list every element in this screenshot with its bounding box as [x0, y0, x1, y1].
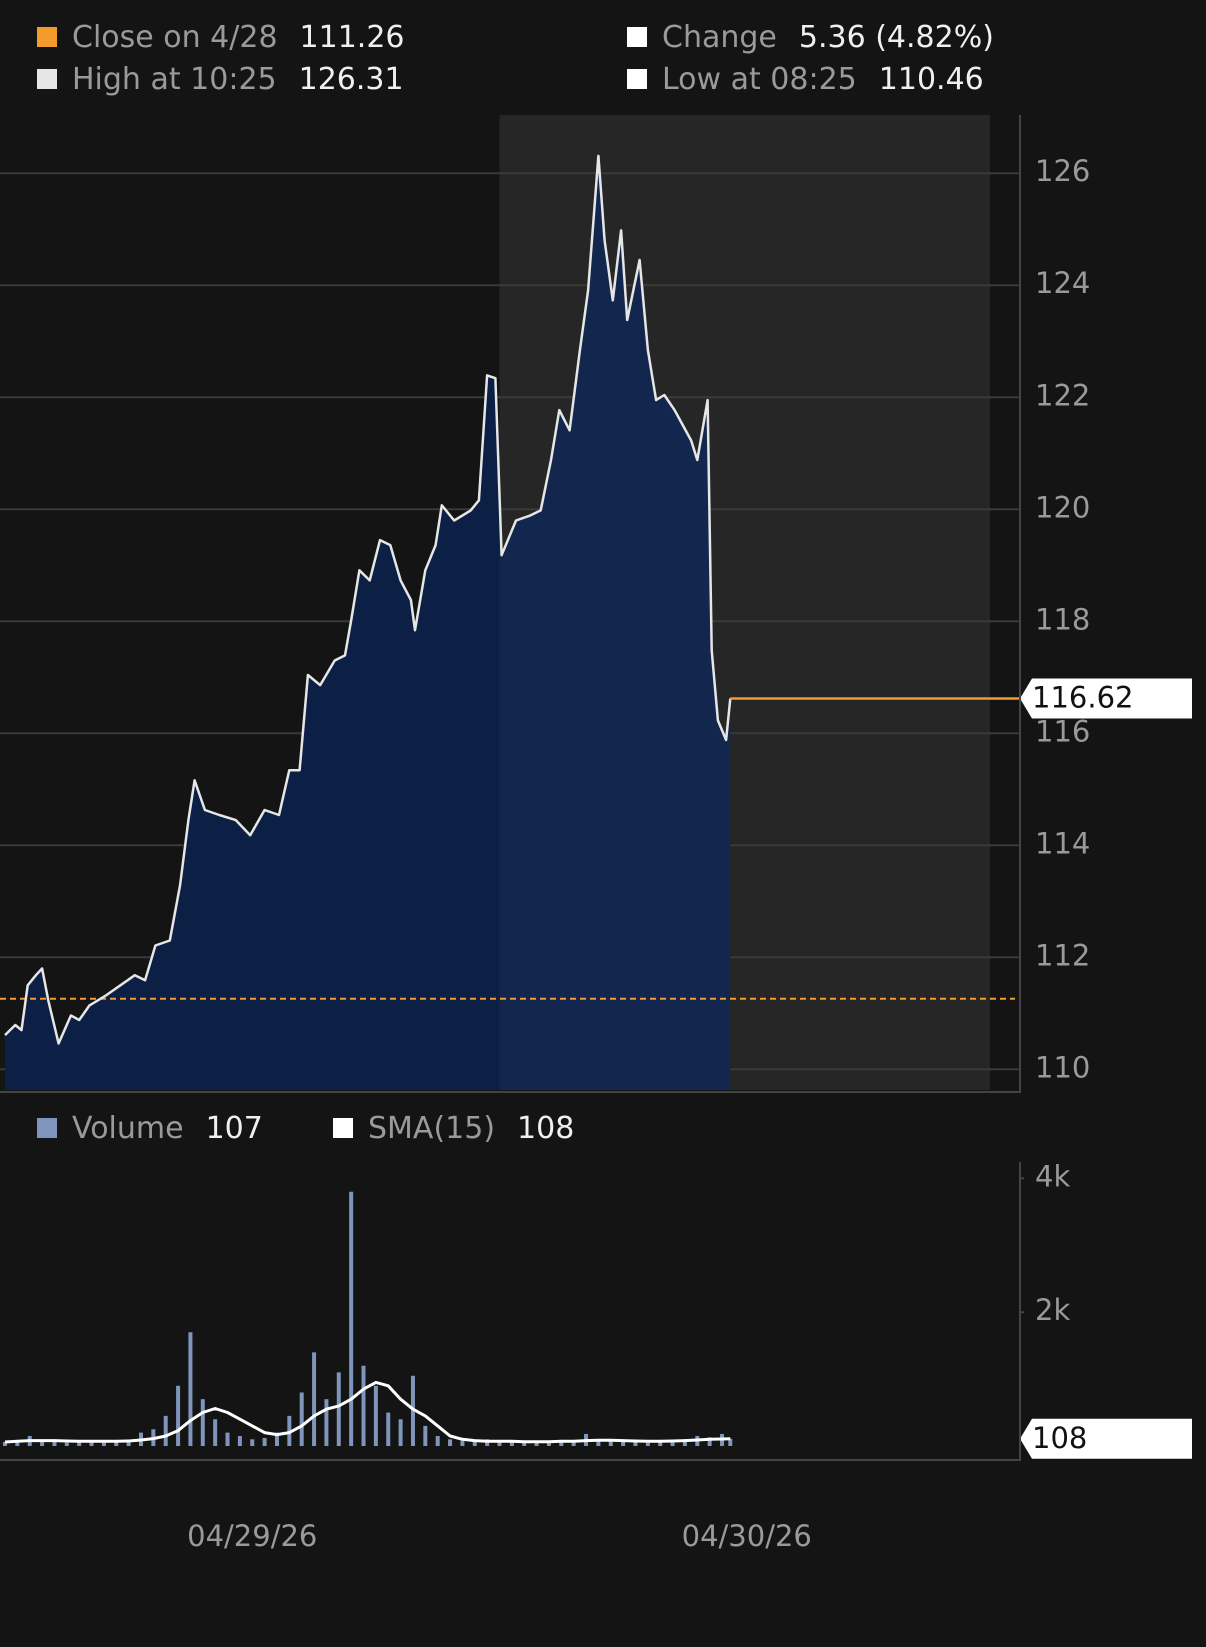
y-tick-label: 116 — [1035, 714, 1090, 748]
volume-bar — [77, 1441, 82, 1446]
sma-tag — [1020, 1418, 1192, 1459]
volume-bar — [213, 1419, 218, 1446]
volume-bar — [3, 1441, 7, 1446]
legend-label: Change — [662, 19, 777, 55]
legend-value: 5.36 (4.82%) — [798, 19, 994, 55]
volume-bar — [52, 1439, 57, 1446]
volume-bar — [448, 1439, 453, 1446]
volume-bar — [274, 1432, 279, 1446]
price-line — [4, 154, 732, 1045]
sma-line — [4, 1380, 731, 1444]
volume-bar — [633, 1440, 638, 1446]
x-tick-label: 04/30/26 — [682, 1519, 812, 1553]
volume-bar — [312, 1352, 317, 1446]
volume-bar — [386, 1412, 391, 1446]
volume-bar — [40, 1441, 45, 1446]
volume-bar — [621, 1441, 626, 1446]
volume-bar — [546, 1441, 551, 1446]
volume-bar — [349, 1191, 354, 1446]
volume-bar — [15, 1440, 20, 1446]
volume-bar — [114, 1441, 119, 1446]
volume-bar — [522, 1442, 527, 1446]
legend-item: Volume 107 — [37, 1108, 263, 1148]
volume-bar — [237, 1435, 242, 1446]
volume-bar — [262, 1437, 267, 1446]
y-tick-label: 110 — [1035, 1050, 1090, 1084]
legend-swatch — [627, 69, 647, 89]
volume-bar — [163, 1415, 168, 1446]
volume-bar — [435, 1435, 440, 1446]
legend-label: Low at 08:25 — [662, 61, 857, 97]
legend-swatch — [333, 1118, 353, 1138]
volume-bar — [64, 1442, 69, 1446]
volume-bar — [658, 1439, 663, 1446]
volume-bar — [682, 1440, 687, 1446]
legend-label: High at 10:25 — [72, 61, 277, 97]
volume-bar — [423, 1425, 428, 1446]
legend-swatch — [37, 27, 57, 47]
legend-item: High at 10:25 126.31 — [37, 59, 404, 99]
volume-bar — [225, 1432, 230, 1446]
volume-bar — [324, 1399, 329, 1446]
volume-bar — [176, 1385, 181, 1446]
y-tick-label: 2k — [1035, 1293, 1070, 1327]
volume-bar — [596, 1440, 601, 1446]
volume-bar — [336, 1372, 341, 1446]
volume-bar — [571, 1441, 576, 1446]
volume-bar — [497, 1441, 502, 1446]
last-price-tag — [1020, 678, 1192, 719]
y-tick-label: 126 — [1035, 154, 1090, 188]
volume-bar — [361, 1365, 366, 1446]
volume-bar — [608, 1439, 613, 1446]
legend-item: Close on 4/28 111.26 — [37, 17, 405, 57]
legend-item: Change 5.36 (4.82%) — [627, 17, 994, 57]
volume-bar — [373, 1385, 378, 1446]
sma-tag-label: 108 — [1032, 1421, 1087, 1455]
volume-bar — [460, 1440, 465, 1446]
legend-label: SMA(15) — [368, 1110, 496, 1146]
volume-bar — [398, 1419, 403, 1446]
x-tick-label: 04/29/26 — [187, 1519, 317, 1553]
volume-bar — [299, 1392, 304, 1446]
volume-bar — [101, 1440, 106, 1446]
y-tick-label: 114 — [1035, 826, 1090, 860]
volume-bar — [707, 1437, 712, 1446]
legend-swatch — [627, 27, 647, 47]
legend-swatch — [37, 1118, 57, 1138]
volume-bar — [126, 1439, 131, 1446]
legend-item: Low at 08:25 110.46 — [627, 59, 984, 99]
volume-bar — [670, 1441, 675, 1446]
volume-bar — [188, 1332, 193, 1446]
volume-bar — [250, 1439, 255, 1446]
y-tick-label: 120 — [1035, 490, 1090, 524]
price-area — [5, 155, 731, 1090]
volume-bar — [534, 1441, 539, 1446]
volume-bar — [559, 1439, 564, 1446]
volume-bar — [200, 1399, 205, 1446]
y-tick-label: 124 — [1035, 266, 1090, 300]
legend-value: 126.31 — [298, 61, 404, 97]
y-tick-label: 4k — [1035, 1159, 1070, 1193]
legend-item: SMA(15) 108 — [333, 1108, 574, 1148]
volume-bar — [509, 1440, 514, 1446]
legend-label: Close on 4/28 — [72, 19, 278, 55]
y-tick-label: 112 — [1035, 938, 1090, 972]
volume-bar — [645, 1442, 650, 1446]
legend-value: 110.46 — [878, 61, 984, 97]
volume-bar — [89, 1441, 94, 1446]
legend-value: 108 — [517, 1110, 575, 1146]
volume-bar — [728, 1438, 733, 1446]
y-tick-label: 118 — [1035, 602, 1090, 636]
y-tick-label: 122 — [1035, 378, 1090, 412]
legend-value: 107 — [205, 1110, 263, 1146]
legend-value: 111.26 — [299, 19, 405, 55]
legend-swatch — [37, 69, 57, 89]
legend-label: Volume — [72, 1110, 184, 1146]
volume-bar — [472, 1441, 477, 1446]
last-price-label: 116.62 — [1032, 681, 1133, 715]
